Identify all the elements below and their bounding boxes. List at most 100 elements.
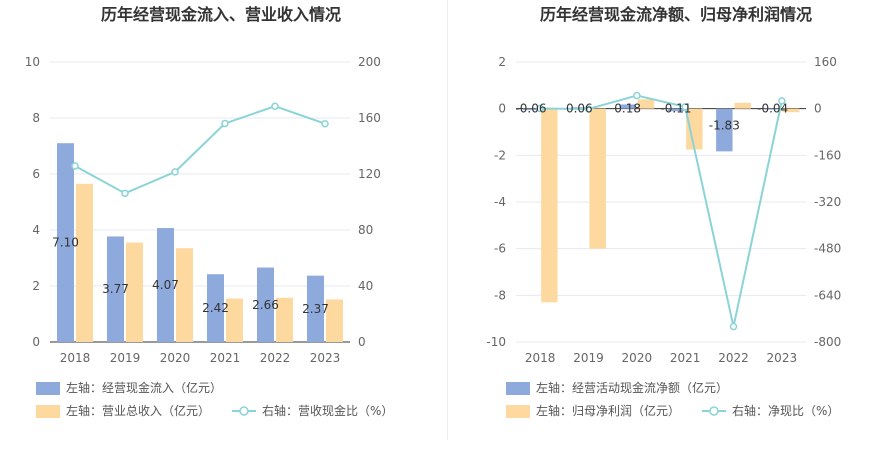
y-tick-left: 10 bbox=[25, 55, 40, 69]
legend-label: 右轴：净现比（%） bbox=[732, 403, 839, 418]
bar-secondary bbox=[589, 108, 606, 249]
y-tick-right: 120 bbox=[358, 167, 381, 181]
legend-label: 左轴：归母净利润（亿元） bbox=[536, 403, 680, 418]
data-label: 0.06 bbox=[566, 102, 593, 116]
bar-secondary bbox=[76, 183, 93, 342]
y-tick-left: 0 bbox=[32, 335, 40, 349]
legend-swatch bbox=[506, 382, 530, 395]
panel-divider bbox=[447, 0, 448, 440]
y-tick-right: -800 bbox=[814, 335, 841, 349]
legend-label: 左轴：经营现金流入（亿元） bbox=[66, 380, 222, 395]
legend-label: 左轴：营业总收入（亿元） bbox=[66, 403, 210, 418]
y-tick-right: 160 bbox=[358, 111, 381, 125]
legend-marker bbox=[709, 406, 719, 416]
line-point bbox=[584, 105, 593, 113]
bar-secondary bbox=[637, 99, 655, 109]
y-tick-left: -6 bbox=[494, 242, 506, 256]
bar-primary bbox=[764, 108, 781, 110]
bar-primary bbox=[522, 108, 540, 111]
data-label: 2.66 bbox=[252, 298, 279, 312]
line-series bbox=[540, 94, 783, 327]
legend-marker bbox=[239, 406, 249, 416]
bar-primary bbox=[307, 275, 324, 342]
legend-label: 左轴：经营活动现金流净额（亿元） bbox=[536, 380, 728, 395]
bar-primary bbox=[207, 274, 224, 342]
bar-secondary bbox=[126, 242, 143, 342]
data-label: -0.04 bbox=[757, 102, 788, 116]
legend-swatch bbox=[36, 382, 60, 395]
y-tick-left: -10 bbox=[486, 335, 506, 349]
y-tick-right: -160 bbox=[814, 148, 841, 162]
bar-primary bbox=[157, 228, 174, 342]
line-series bbox=[74, 105, 326, 195]
x-tick: 2019 bbox=[110, 351, 141, 365]
bar-secondary bbox=[541, 108, 558, 303]
bar-secondary bbox=[176, 248, 193, 342]
bar-secondary bbox=[782, 108, 800, 113]
line-point bbox=[121, 189, 129, 198]
bar-primary bbox=[716, 108, 733, 152]
y-tick-right: 80 bbox=[358, 223, 373, 237]
legend-swatch bbox=[36, 405, 60, 418]
bar-secondary bbox=[226, 298, 243, 342]
line-point bbox=[171, 168, 179, 176]
data-label: -0.11 bbox=[660, 102, 691, 116]
x-tick: 2019 bbox=[573, 351, 604, 365]
x-tick: 2018 bbox=[60, 351, 91, 365]
line-point bbox=[71, 162, 79, 170]
data-label: -1.83 bbox=[709, 119, 740, 133]
chart-netcash-profit: 历年经营现金流净额、归母净利润情况 -10 -8 -6 -4 -2 0 2 -800 -640 -… bbox=[486, 5, 841, 418]
x-tick: 2023 bbox=[310, 351, 341, 365]
line-point bbox=[321, 119, 329, 128]
y-tick-right: 0 bbox=[358, 335, 366, 349]
x-tick: 2022 bbox=[260, 351, 291, 365]
bar-primary bbox=[57, 143, 74, 342]
y-tick-right: 160 bbox=[814, 55, 837, 69]
bar-secondary bbox=[326, 299, 343, 342]
bar-primary bbox=[667, 108, 685, 112]
legend-label: 右轴：营收现金比（%） bbox=[262, 403, 393, 418]
line-point bbox=[778, 97, 786, 105]
data-label: 2.42 bbox=[202, 301, 229, 315]
line-point bbox=[271, 102, 279, 110]
y-tick-right: -640 bbox=[814, 288, 841, 302]
y-tick-right: 40 bbox=[358, 279, 373, 293]
y-tick-left: 0 bbox=[498, 102, 506, 116]
line-point bbox=[221, 119, 229, 128]
y-tick-left: 2 bbox=[32, 279, 40, 293]
y-tick-left: 2 bbox=[498, 55, 506, 69]
x-tick: 2020 bbox=[622, 351, 653, 365]
y-tick-left: -4 bbox=[494, 195, 506, 209]
data-label: 2.37 bbox=[302, 302, 329, 316]
y-tick-left: -2 bbox=[494, 148, 506, 162]
x-tick: 2022 bbox=[718, 351, 749, 365]
chart-title: 历年经营现金流净额、归母净利润情况 bbox=[540, 5, 812, 24]
y-tick-right: -320 bbox=[814, 195, 841, 209]
y-tick-left: -8 bbox=[494, 288, 506, 302]
line-point bbox=[729, 322, 738, 331]
x-tick: 2020 bbox=[160, 351, 191, 365]
line-point bbox=[536, 104, 544, 113]
x-tick: 2021 bbox=[670, 351, 701, 365]
data-label: 7.10 bbox=[52, 236, 79, 250]
x-tick: 2023 bbox=[767, 351, 798, 365]
chart-title: 历年经营现金流入、营业收入情况 bbox=[101, 5, 341, 24]
y-tick-right: 200 bbox=[358, 55, 381, 69]
data-label: 4.07 bbox=[152, 278, 179, 292]
x-tick: 2021 bbox=[210, 351, 241, 365]
bar-secondary bbox=[686, 108, 703, 150]
legend-swatch bbox=[506, 405, 530, 418]
bar-primary bbox=[107, 236, 124, 342]
y-tick-left: 8 bbox=[32, 111, 40, 125]
bar-secondary bbox=[276, 297, 293, 342]
y-tick-left: 4 bbox=[32, 223, 40, 237]
bar-primary bbox=[619, 104, 636, 109]
y-tick-left: 6 bbox=[32, 167, 40, 181]
bar-secondary bbox=[734, 102, 751, 109]
bar-primary bbox=[257, 267, 274, 342]
y-tick-right: 0 bbox=[814, 102, 822, 116]
data-label: -0.06 bbox=[515, 102, 546, 116]
data-label: 3.77 bbox=[102, 282, 129, 296]
x-tick: 2018 bbox=[525, 351, 556, 365]
